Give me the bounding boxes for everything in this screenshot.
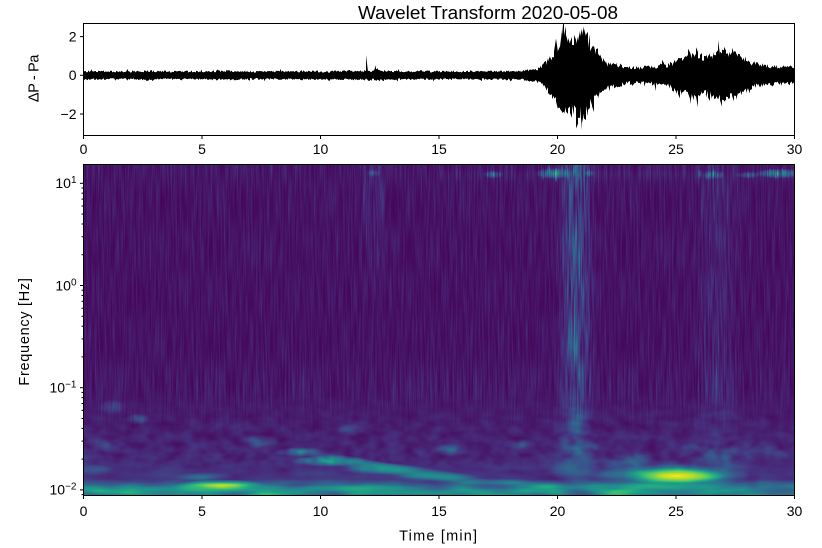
svg-text:30: 30 xyxy=(787,141,803,157)
svg-text:15: 15 xyxy=(431,141,447,157)
svg-text:Frequency [Hz]: Frequency [Hz] xyxy=(17,277,33,385)
svg-text:0: 0 xyxy=(80,503,88,519)
svg-text:Wavelet Transform 2020-05-08: Wavelet Transform 2020-05-08 xyxy=(358,3,618,23)
svg-text:0: 0 xyxy=(80,141,88,157)
svg-text:10: 10 xyxy=(313,503,329,519)
svg-text:25: 25 xyxy=(668,503,684,519)
svg-text:ΔP - Pa: ΔP - Pa xyxy=(27,54,43,103)
svg-text:5: 5 xyxy=(198,141,206,157)
svg-text:15: 15 xyxy=(431,503,447,519)
svg-text:0: 0 xyxy=(69,67,77,83)
svg-text:−2: −2 xyxy=(61,106,77,122)
svg-text:5: 5 xyxy=(198,503,206,519)
svg-text:25: 25 xyxy=(668,141,684,157)
svg-text:2: 2 xyxy=(69,28,77,44)
svg-text:30: 30 xyxy=(787,503,803,519)
svg-text:20: 20 xyxy=(550,503,566,519)
svg-text:Time [min]: Time [min] xyxy=(399,529,478,545)
svg-text:10: 10 xyxy=(313,141,329,157)
svg-text:20: 20 xyxy=(550,141,566,157)
